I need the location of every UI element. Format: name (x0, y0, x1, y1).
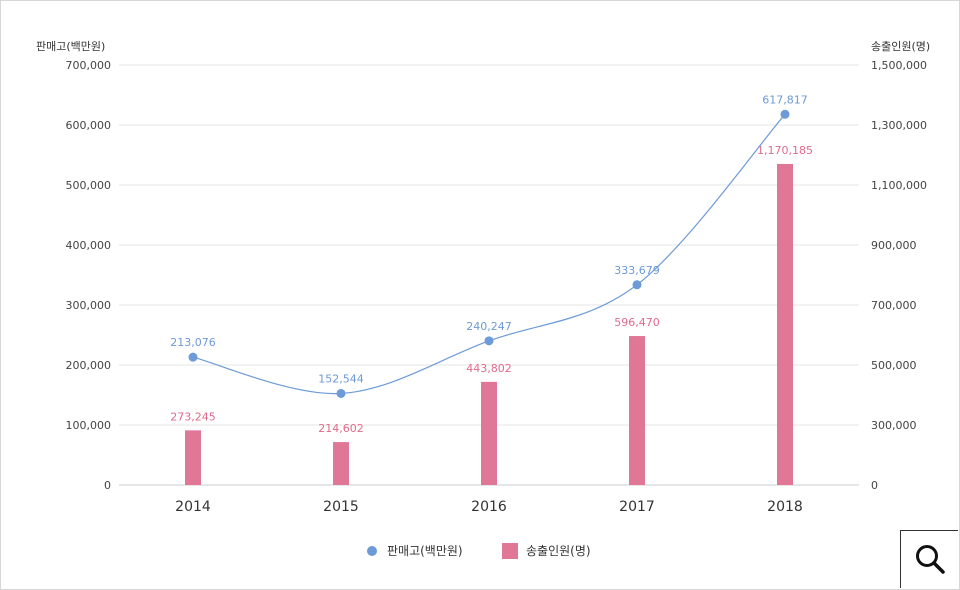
x-tick-label: 2018 (767, 499, 803, 515)
left-tick-label: 400,000 (66, 239, 112, 252)
x-tick-label: 2017 (619, 499, 655, 515)
line-point (780, 109, 790, 119)
line-points (188, 109, 790, 398)
legend: 판매고(백만원) 송출인원(명) (367, 543, 591, 559)
line-point (484, 336, 494, 346)
bar-value-label: 443,802 (466, 362, 512, 375)
right-tick-label: 900,000 (871, 239, 917, 252)
bar (185, 430, 201, 485)
left-tick-label: 0 (104, 479, 111, 492)
right-tick-label: 1,300,000 (871, 119, 927, 132)
right-axis-ticks: 1,500,000 1,300,000 1,100,000 900,000 700,00… (871, 59, 927, 492)
bar-series (185, 163, 793, 485)
right-tick-label: 500,000 (871, 359, 917, 372)
x-tick-label: 2016 (471, 499, 507, 515)
x-tick-label: 2014 (175, 499, 211, 515)
bar-value-label: 1,170,185 (757, 144, 813, 157)
bar (777, 163, 793, 485)
line-data-labels: 213,076 152,544 240,247 333,679 617,817 (170, 93, 808, 385)
line-value-label: 240,247 (466, 320, 512, 333)
left-tick-label: 200,000 (66, 359, 112, 372)
bar-data-labels: 273,245 214,602 443,802 596,470 1,170,185 (170, 144, 813, 435)
legend-bar-label: 송출인원(명) (526, 544, 591, 558)
left-tick-label: 300,000 (66, 299, 112, 312)
line-value-label: 617,817 (762, 93, 808, 106)
line-point (632, 280, 642, 290)
line-point (336, 388, 346, 398)
line-series (192, 113, 786, 395)
bar-value-label: 273,245 (170, 410, 216, 423)
right-tick-label: 700,000 (871, 299, 917, 312)
bar (629, 336, 645, 485)
legend-line-marker (367, 546, 377, 556)
right-tick-label: 300,000 (871, 419, 917, 432)
x-tick-label: 2015 (323, 499, 359, 515)
bar-value-label: 214,602 (318, 422, 364, 435)
bar (333, 442, 349, 485)
left-axis-title: 판매고(백만원) (36, 40, 105, 53)
line-point (188, 352, 198, 362)
line-value-label: 152,544 (318, 372, 364, 385)
zoom-button[interactable] (900, 530, 958, 588)
gridlines (119, 64, 859, 486)
left-tick-label: 700,000 (66, 59, 112, 72)
bar-value-label: 596,470 (614, 316, 660, 329)
line-value-label: 333,679 (614, 264, 660, 277)
legend-line-label: 판매고(백만원) (387, 544, 463, 558)
right-tick-label: 0 (871, 479, 878, 492)
legend-bar-marker (502, 543, 518, 559)
left-axis-ticks: 700,000 600,000 500,000 400,000 300,000 200,0… (66, 59, 112, 492)
right-tick-label: 1,100,000 (871, 179, 927, 192)
left-tick-label: 100,000 (66, 419, 112, 432)
left-tick-label: 500,000 (66, 179, 112, 192)
x-axis-ticks: 2014 2015 2016 2017 2018 (175, 499, 803, 515)
line-value-label: 213,076 (170, 336, 216, 349)
search-icon (916, 545, 945, 574)
right-tick-label: 1,500,000 (871, 59, 927, 72)
left-tick-label: 600,000 (66, 119, 112, 132)
right-axis-title: 송출인원(명) (871, 40, 930, 53)
bar (481, 381, 497, 485)
